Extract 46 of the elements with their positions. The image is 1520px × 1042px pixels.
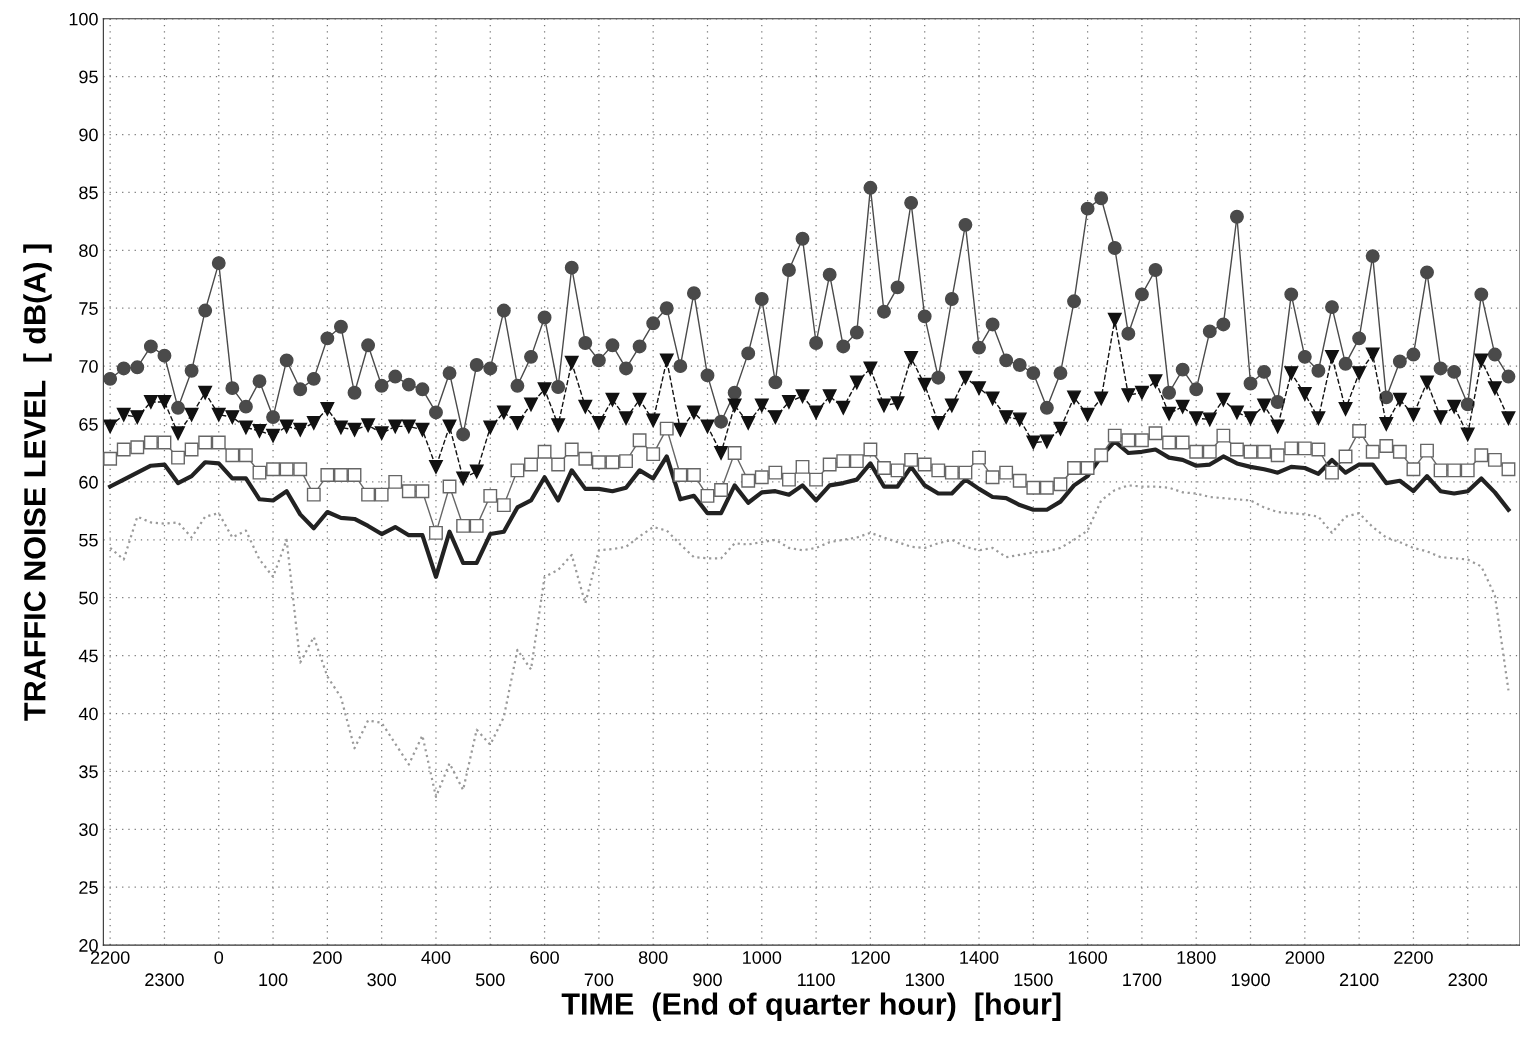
x-tick-label: 2300 [1448,973,1488,987]
y-tick-label: 25 [79,881,98,894]
x-tick-label: 1300 [905,973,945,987]
y-tick-label: 20 [79,939,98,952]
x-tick-label: 200 [313,951,342,964]
line-series [109,484,1510,798]
y-tick-label: 35 [79,765,98,779]
x-tick-label: 1400 [960,951,999,964]
y-tick-label: 75 [79,302,98,315]
y-tick-label: 100 [69,12,98,26]
x-tick-label: 700 [584,973,614,987]
x-tick-label: 1600 [1068,951,1107,964]
x-tick-label: 800 [638,951,668,964]
y-tick-label: 45 [78,649,98,663]
x-tick-label: 900 [693,973,722,987]
x-tick-label: 2000 [1285,951,1325,964]
x-tick-label: 100 [259,973,288,987]
x-tick-label: 2200 [1394,951,1433,964]
x-tick-label: 1700 [1123,973,1162,987]
y-tick-label: 55 [79,533,98,547]
x-tick-label: 300 [367,973,397,987]
y-tick-label: 40 [78,707,98,721]
x-tick-label: 400 [421,951,451,964]
x-tick-label: 500 [475,973,505,987]
y-tick-label: 80 [79,244,98,258]
x-tick-label: 2300 [145,973,184,987]
x-tick-label: 2200 [90,951,130,964]
x-axis-title: TIME (End of quarter hour) [hour] [561,992,1061,1021]
y-tick-label: 95 [79,70,98,84]
y-tick-label: 50 [79,591,98,605]
y-tick-label: 65 [79,417,98,431]
x-tick-label: 1900 [1231,973,1270,987]
y-tick-label: 30 [79,823,98,837]
x-tick-label: 2100 [1339,973,1379,987]
x-tick-label: 0 [214,951,224,964]
x-tick-label: 1000 [743,951,782,964]
y-tick-label: 90 [79,128,98,142]
x-tick-label: 1100 [798,973,835,987]
x-tick-label: 600 [530,951,559,964]
x-tick-label: 1500 [1014,973,1053,987]
x-tick-label: 1200 [851,951,890,964]
y-tick-label: 85 [79,186,98,200]
y-tick-label: 60 [79,475,98,489]
y-tick-label: 70 [79,360,98,373]
x-tick-label: 1800 [1177,951,1216,964]
y-axis-title: TRAFFIC NOISE LEVEL [ dB(A) ] [23,244,52,721]
